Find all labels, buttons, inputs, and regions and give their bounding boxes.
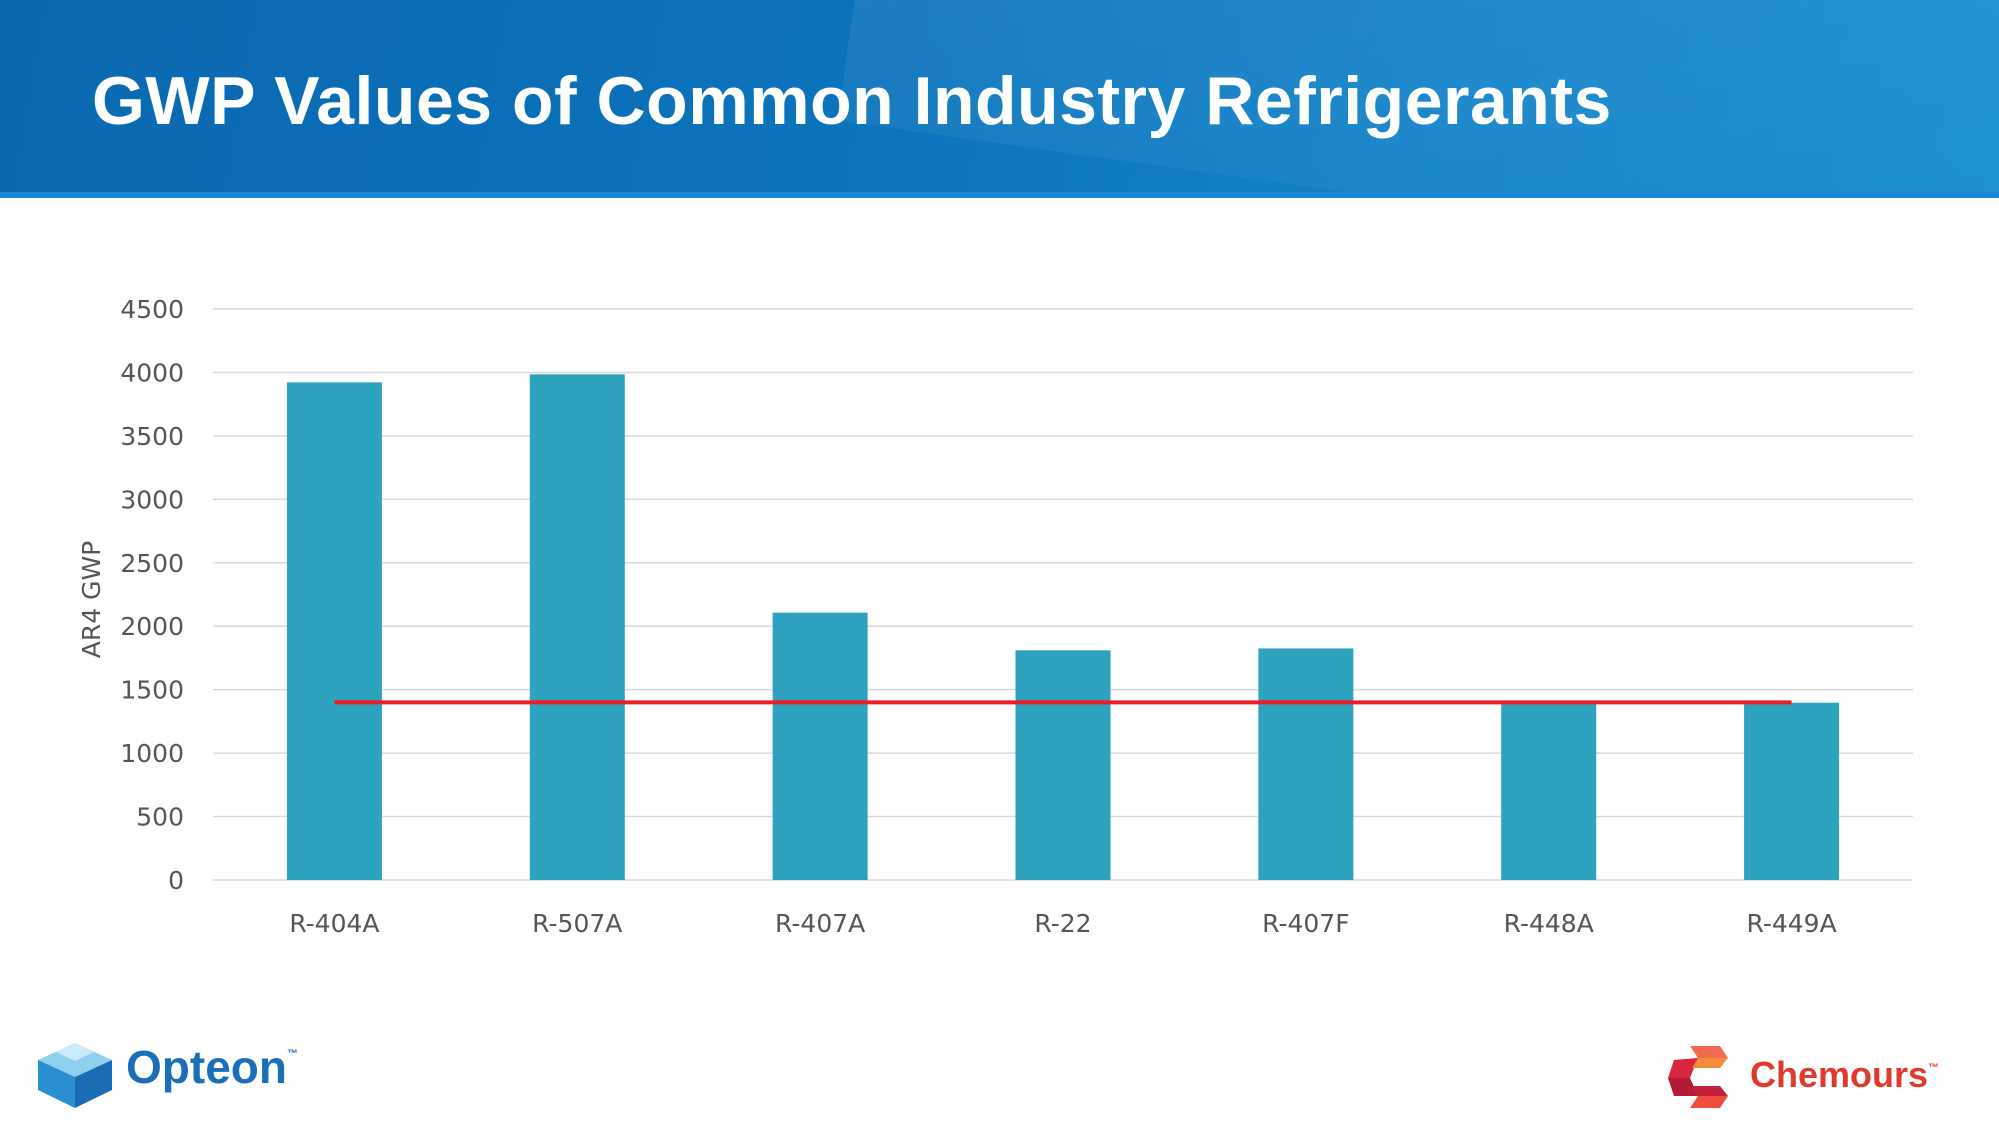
bar-r-448a bbox=[1501, 704, 1597, 880]
slide-title: GWP Values of Common Industry Refrigeran… bbox=[92, 63, 1612, 139]
bar-r-507a bbox=[529, 374, 625, 880]
x-tick-label: R-507A bbox=[532, 909, 622, 938]
slide-header: GWP Values of Common Industry Refrigeran… bbox=[0, 0, 1999, 198]
chemours-logo: Chemours™ bbox=[1668, 1044, 1968, 1114]
y-tick-label: 2500 bbox=[120, 549, 184, 578]
y-tick-label: 1000 bbox=[120, 739, 184, 768]
opteon-wordmark: Opteon™ bbox=[126, 1041, 298, 1093]
chart-bars bbox=[286, 374, 1840, 880]
y-tick-label: 4500 bbox=[120, 295, 184, 324]
y-tick-label: 2000 bbox=[120, 612, 184, 641]
y-tick-label: 500 bbox=[136, 803, 184, 832]
bar-r-407a bbox=[772, 612, 868, 880]
chemours-c-icon bbox=[1668, 1046, 1728, 1108]
bar-r-22 bbox=[1015, 650, 1111, 880]
y-tick-label: 3500 bbox=[120, 422, 184, 451]
x-tick-label: R-449A bbox=[1746, 909, 1836, 938]
y-tick-label: 1500 bbox=[120, 676, 184, 705]
x-tick-label: R-407F bbox=[1262, 909, 1349, 938]
y-axis-title: AR4 GWP bbox=[77, 541, 106, 659]
opteon-cube-icon bbox=[38, 1043, 112, 1108]
x-axis-ticks: R-404A R-507A R-407A R-22 R-407F R-448A R-449A bbox=[289, 909, 1836, 938]
y-tick-label: 4000 bbox=[120, 358, 184, 387]
opteon-logo: Opteon™ bbox=[34, 1040, 334, 1110]
x-tick-label: R-407A bbox=[775, 909, 865, 938]
bar-r-404a bbox=[286, 382, 382, 880]
chemours-wordmark: Chemours™ bbox=[1750, 1054, 1940, 1095]
bar-chart: 0 500 1000 1500 2000 2500 3000 3500 4000 4500 R-4… bbox=[77, 295, 1913, 938]
y-tick-label: 3000 bbox=[120, 485, 184, 514]
header-band bbox=[0, 192, 1999, 198]
x-tick-label: R-448A bbox=[1504, 909, 1594, 938]
y-axis-ticks: 0 500 1000 1500 2000 2500 3000 3500 4000 4500 bbox=[120, 295, 184, 895]
y-tick-label: 0 bbox=[168, 866, 184, 895]
bar-r-449a bbox=[1744, 702, 1840, 880]
bar-r-407f bbox=[1258, 648, 1354, 880]
x-tick-label: R-404A bbox=[289, 909, 379, 938]
x-tick-label: R-22 bbox=[1034, 909, 1091, 938]
